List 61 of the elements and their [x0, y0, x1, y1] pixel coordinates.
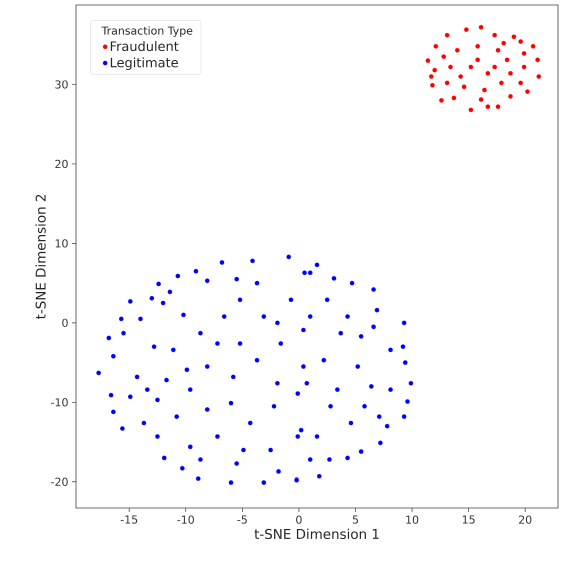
y-tick-label: -10	[51, 398, 68, 406]
point	[475, 57, 480, 62]
y-tick-label: 30	[55, 80, 68, 89]
point	[430, 82, 435, 88]
point	[464, 27, 469, 32]
point	[522, 64, 527, 70]
point	[508, 94, 514, 99]
point	[458, 74, 464, 80]
y-tick-label: 10	[56, 239, 68, 248]
x-tick-label: 10	[406, 516, 418, 524]
x-tick-label: -15	[120, 516, 138, 524]
y-axis-title: t-SNE Dimension 2	[35, 194, 46, 320]
point	[432, 68, 438, 73]
point	[438, 98, 444, 103]
point	[433, 44, 438, 49]
x-tick-label: 15	[462, 516, 475, 524]
point	[482, 87, 488, 93]
point	[492, 64, 498, 70]
point	[492, 32, 498, 38]
point	[444, 80, 450, 86]
point	[518, 38, 524, 44]
legend-title: Transaction Type	[102, 26, 192, 37]
point	[498, 80, 504, 86]
point	[501, 40, 506, 46]
point	[495, 104, 501, 110]
point	[485, 104, 490, 110]
point	[504, 57, 510, 62]
x-tick-label: 0	[296, 516, 302, 524]
point	[451, 95, 456, 101]
point	[468, 107, 474, 112]
point	[428, 74, 434, 80]
point	[508, 70, 514, 76]
point	[425, 58, 430, 64]
y-tick-label: -20	[51, 478, 68, 486]
point	[530, 44, 536, 49]
point	[475, 44, 480, 49]
point	[468, 64, 474, 70]
point	[495, 48, 501, 53]
point	[448, 64, 454, 70]
point	[485, 70, 490, 76]
point	[518, 80, 524, 86]
point	[462, 84, 467, 90]
point	[524, 89, 530, 94]
legend-label: Legitimate	[110, 57, 178, 70]
x-tick-label: 5	[352, 516, 358, 524]
point	[444, 32, 450, 38]
point	[478, 97, 484, 102]
x-tick-label: -5	[237, 516, 247, 524]
x-tick-label: 20	[519, 516, 532, 524]
legend-label: Fraudulent	[110, 41, 179, 52]
point	[522, 50, 527, 56]
point	[536, 74, 542, 80]
x-axis-title: t-SNE Dimension 1	[254, 528, 379, 540]
point	[454, 48, 460, 53]
point	[535, 57, 540, 62]
y-tick-label: 20	[55, 160, 68, 168]
y-tick-label: 0	[62, 318, 68, 327]
point	[478, 24, 484, 30]
point	[441, 54, 446, 60]
point	[511, 34, 516, 40]
x-tick-label: -10	[177, 516, 194, 524]
